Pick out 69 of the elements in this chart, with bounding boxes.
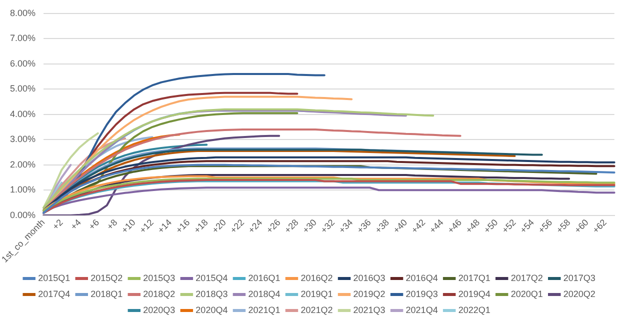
x-tick-label: +56 bbox=[536, 217, 554, 236]
y-tick-label: 0.00% bbox=[10, 210, 36, 220]
y-tick-label: 5.00% bbox=[10, 84, 36, 94]
legend-label: 2019Q4 bbox=[458, 288, 490, 299]
legend-label: 2021Q2 bbox=[300, 304, 333, 315]
legend-label: 2018Q4 bbox=[248, 288, 280, 299]
legend-label: 2021Q3 bbox=[353, 304, 386, 315]
y-tick-label: 2.00% bbox=[10, 159, 36, 170]
legend-label: 2018Q1 bbox=[90, 288, 123, 299]
x-tick-label: +52 bbox=[500, 217, 518, 236]
legend-label: 2017Q3 bbox=[563, 272, 596, 283]
legend-label: 2019Q2 bbox=[353, 288, 386, 299]
y-tick-label: 7.00% bbox=[10, 33, 36, 44]
legend-label: 2017Q1 bbox=[458, 272, 490, 283]
x-tick-label: +50 bbox=[482, 217, 500, 236]
x-tick-label: +32 bbox=[318, 217, 337, 236]
legend-label: 2016Q3 bbox=[353, 272, 386, 283]
legend-label: 2019Q3 bbox=[406, 288, 438, 299]
x-tick-label: +26 bbox=[264, 217, 282, 236]
y-tick-label: 4.00% bbox=[10, 108, 36, 119]
x-tick-label: +28 bbox=[282, 217, 300, 236]
x-tick-label: +36 bbox=[355, 217, 373, 236]
x-tick-label: +54 bbox=[518, 217, 536, 236]
x-tick-label: +16 bbox=[174, 217, 192, 236]
x-tick-label: +58 bbox=[554, 217, 572, 236]
legend-label: 2019Q1 bbox=[300, 288, 333, 299]
legend-label: 2022Q1 bbox=[458, 304, 490, 315]
y-tick-label: 8.00% bbox=[10, 8, 36, 18]
legend-label: 2018Q3 bbox=[196, 288, 228, 299]
legend-label: 2015Q3 bbox=[143, 272, 176, 283]
x-tick-label: +48 bbox=[464, 217, 482, 236]
legend-label: 2020Q4 bbox=[196, 304, 228, 315]
x-tick-label: +12 bbox=[138, 217, 156, 236]
legend-label: 2015Q2 bbox=[90, 272, 123, 283]
legend-label: 2016Q4 bbox=[406, 272, 438, 283]
x-tick-label: +24 bbox=[246, 217, 264, 236]
x-tick-label: +60 bbox=[572, 217, 590, 236]
legend-label: 2020Q3 bbox=[143, 304, 176, 315]
legend-label: 2021Q1 bbox=[248, 304, 280, 315]
x-tick-label: +46 bbox=[446, 217, 464, 236]
legend-label: 2016Q2 bbox=[300, 272, 333, 283]
legend-label: 2016Q1 bbox=[248, 272, 280, 283]
x-tick-label: +30 bbox=[300, 217, 319, 236]
x-tick-label: +14 bbox=[156, 217, 174, 236]
legend-label: 2020Q2 bbox=[563, 288, 596, 299]
legend-label: 2020Q1 bbox=[510, 288, 543, 299]
y-tick-label: 6.00% bbox=[10, 58, 36, 68]
x-tick-label: +6 bbox=[86, 217, 102, 232]
x-tick-label: +40 bbox=[391, 217, 410, 236]
legend-label: 2017Q4 bbox=[38, 288, 70, 299]
x-tick-label: +8 bbox=[104, 217, 120, 232]
x-tick-label: +42 bbox=[409, 217, 428, 236]
x-tick-label: +4 bbox=[68, 217, 83, 232]
legend-label: 2015Q4 bbox=[196, 272, 228, 283]
x-tick-label: +62 bbox=[590, 217, 608, 236]
x-tick-label: +22 bbox=[228, 217, 246, 236]
y-tick-label: 3.00% bbox=[10, 134, 36, 144]
x-tick-label: +38 bbox=[373, 217, 392, 236]
x-tick-label: +44 bbox=[428, 217, 446, 236]
legend-label: 2015Q1 bbox=[38, 272, 70, 283]
x-tick-label: +34 bbox=[336, 217, 355, 236]
legend-label: 2021Q4 bbox=[406, 304, 438, 315]
x-tick-label: +2 bbox=[50, 217, 65, 232]
x-tick-label: +10 bbox=[119, 217, 138, 236]
x-tick-label: +18 bbox=[192, 217, 210, 236]
x-tick-label: +20 bbox=[210, 217, 228, 236]
legend-label: 2018Q2 bbox=[143, 288, 176, 299]
legend-label: 2017Q2 bbox=[510, 272, 543, 283]
y-tick-label: 1.00% bbox=[10, 184, 36, 195]
